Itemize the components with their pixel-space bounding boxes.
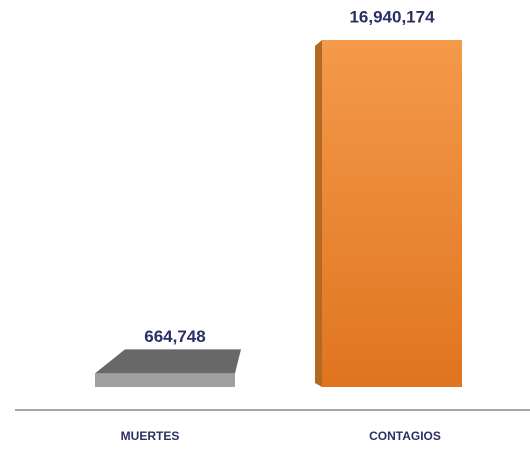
bar xyxy=(95,373,235,387)
bar-side xyxy=(315,40,322,387)
bar-top xyxy=(95,349,241,374)
value-label: 664,748 xyxy=(144,327,205,346)
bar xyxy=(322,40,462,387)
x-tick-label: MUERTES xyxy=(121,429,180,443)
x-tick-label: CONTAGIOS xyxy=(369,429,441,443)
value-label: 16,940,174 xyxy=(349,7,435,26)
